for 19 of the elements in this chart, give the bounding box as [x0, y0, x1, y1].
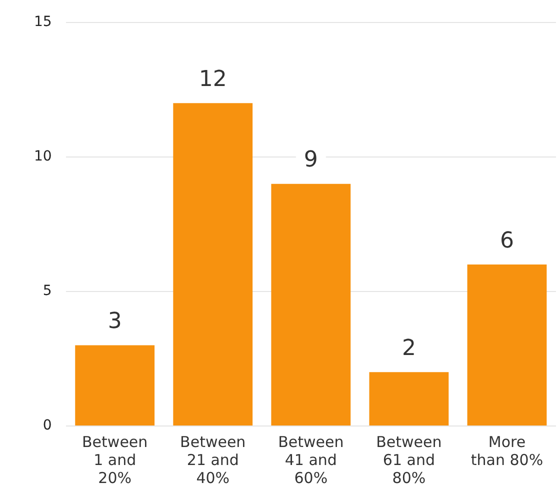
- data-label: 12: [198, 66, 227, 92]
- bar: [173, 103, 253, 426]
- data-label: 2: [402, 336, 416, 361]
- x-tick-label: Between 41 and 60%: [278, 432, 344, 487]
- x-tick-label: Between 61 and 80%: [376, 432, 442, 487]
- x-tick-label: More than 80%: [470, 432, 544, 469]
- x-tick-label: Between 21 and 40%: [180, 432, 246, 487]
- y-tick-label: 5: [42, 283, 52, 300]
- bar: [75, 345, 155, 426]
- bar: [369, 372, 449, 426]
- data-label: 3: [108, 309, 122, 334]
- data-label: 9: [304, 148, 318, 173]
- y-tick-label: 0: [42, 418, 52, 434]
- bar: [271, 184, 351, 426]
- data-label: 6: [500, 228, 514, 254]
- bar: [467, 264, 547, 426]
- x-tick-label: Between 1 and 20%: [82, 432, 148, 487]
- y-tick-label: 10: [34, 148, 52, 165]
- y-tick-label: 15: [34, 14, 52, 30]
